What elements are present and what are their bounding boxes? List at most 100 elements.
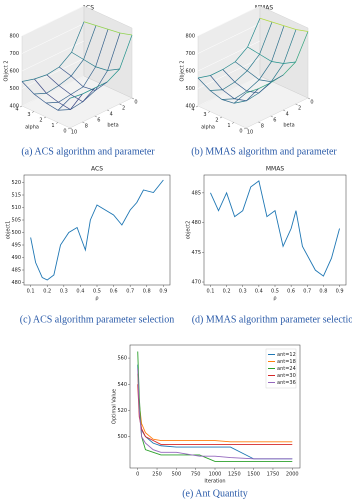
tick-mark xyxy=(82,121,85,124)
x-tick-label: 0.4 xyxy=(76,289,84,295)
surface-row xyxy=(57,32,121,111)
surface-column xyxy=(21,81,71,111)
x-tick-label: 0.1 xyxy=(206,289,214,295)
y-tick-label: 490 xyxy=(11,255,21,261)
x-tick-label: 1 xyxy=(51,123,54,129)
y-tick-label: 4 xyxy=(110,112,113,118)
caption: (b) MMAS algorithm and parameter xyxy=(191,146,337,157)
x-axis-label: ρ xyxy=(273,296,276,302)
y-tick-label: 480 xyxy=(191,220,201,226)
legend-label: ant=30 xyxy=(277,373,296,379)
caption: (c) ACS algorithm parameter selection xyxy=(20,314,174,325)
side-pane xyxy=(259,5,309,99)
surface-column xyxy=(58,66,108,91)
x-tick-label: 0.3 xyxy=(60,289,68,295)
caption: (e) Ant Quantity xyxy=(182,488,248,499)
y-axis-label: beta xyxy=(107,123,118,129)
y-tick-label: 8 xyxy=(261,124,264,130)
grid-line xyxy=(21,5,85,37)
y-tick-label: 560 xyxy=(117,356,127,362)
y-tick-label: 470 xyxy=(191,280,201,286)
chart-title: MMAS xyxy=(266,166,284,173)
grid-line xyxy=(21,58,85,89)
tick-mark xyxy=(283,109,286,112)
z-tick-label: 600 xyxy=(185,69,195,75)
tick-mark xyxy=(43,116,47,119)
x-tick-label: 0.2 xyxy=(223,289,231,295)
x-tick-label: 750 xyxy=(191,472,201,478)
z-tick-label: 800 xyxy=(185,34,195,40)
x-tick-label: 3 xyxy=(203,112,206,118)
grid-line xyxy=(21,40,85,72)
surface-row xyxy=(69,34,133,99)
grid-line xyxy=(197,23,261,54)
y-tick-label: 505 xyxy=(11,218,21,224)
tick-mark xyxy=(19,105,23,108)
surface-column xyxy=(222,69,272,94)
data-line xyxy=(137,384,293,445)
surface-column xyxy=(71,51,120,71)
grid-line xyxy=(21,75,85,107)
z-tick-label: 700 xyxy=(9,51,19,57)
x-tick-label: 4 xyxy=(15,107,18,113)
x-tick-label: 1000 xyxy=(209,472,222,478)
y-tick-label: 500 xyxy=(11,230,21,236)
tick-mark xyxy=(307,97,311,100)
x-tick-label: 0.9 xyxy=(159,289,167,295)
grid-line xyxy=(197,75,261,107)
x-tick-label: 0.7 xyxy=(303,289,311,295)
z-tick-label: 700 xyxy=(185,51,195,57)
surface-row xyxy=(33,25,97,95)
legend-label: ant=24 xyxy=(277,366,296,372)
tick-mark xyxy=(258,121,261,124)
x-tick-label: 0.4 xyxy=(255,289,263,295)
z-tick-label: 400 xyxy=(185,104,195,110)
x-tick-label: 0.5 xyxy=(271,289,279,295)
legend-label: ant=36 xyxy=(277,380,296,386)
tick-mark xyxy=(219,116,223,119)
z-axis-label: Object 2 xyxy=(4,60,10,81)
grid-line xyxy=(197,40,261,72)
grid-line xyxy=(21,23,85,54)
x-tick-label: 0.8 xyxy=(319,289,327,295)
tick-mark xyxy=(231,122,235,124)
surface-row xyxy=(45,29,109,104)
x-tick-label: 2 xyxy=(215,118,218,124)
surface-column xyxy=(197,77,247,104)
y-tick-label: 4 xyxy=(286,112,289,118)
y-tick-label: 485 xyxy=(11,268,21,274)
x-tick-label: 0.9 xyxy=(336,289,344,295)
side-pane xyxy=(83,5,133,99)
x-tick-label: 0.1 xyxy=(27,289,35,295)
tick-mark xyxy=(195,105,199,108)
tick-mark xyxy=(69,127,73,130)
y-tick-label: 2 xyxy=(298,106,301,112)
y-tick-label: 2 xyxy=(122,106,125,112)
surface-column xyxy=(83,21,133,36)
tick-mark xyxy=(31,111,35,113)
y-tick-label: 6 xyxy=(273,118,276,124)
surface-column xyxy=(234,61,284,83)
tick-mark xyxy=(245,127,249,130)
z-tick-label: 500 xyxy=(185,86,195,92)
y-axis-label: Optimal Value xyxy=(112,389,118,424)
x-tick-label: 2 xyxy=(39,118,42,124)
z-axis-label: Object 2 xyxy=(180,60,186,81)
plot-frame xyxy=(203,174,347,286)
tick-mark xyxy=(131,97,135,100)
x-tick-label: 0 xyxy=(136,472,139,478)
x-axis-label: ρ xyxy=(95,296,98,302)
x-tick-label: 0 xyxy=(239,129,242,135)
caption: (a) ACS algorithm and parameter xyxy=(21,146,155,157)
y-tick-label: 475 xyxy=(191,250,201,256)
y-tick-label: 510 xyxy=(11,205,21,211)
tick-mark xyxy=(243,127,247,130)
x-tick-label: 1250 xyxy=(228,472,241,478)
y-tick-label: 520 xyxy=(11,180,21,186)
x-axis-label: alpha xyxy=(25,125,39,131)
x-tick-label: 500 xyxy=(172,472,182,478)
y-tick-label: 10 xyxy=(247,130,253,136)
y-tick-label: 480 xyxy=(11,280,21,286)
data-line xyxy=(210,180,340,277)
surface-column xyxy=(247,46,296,64)
